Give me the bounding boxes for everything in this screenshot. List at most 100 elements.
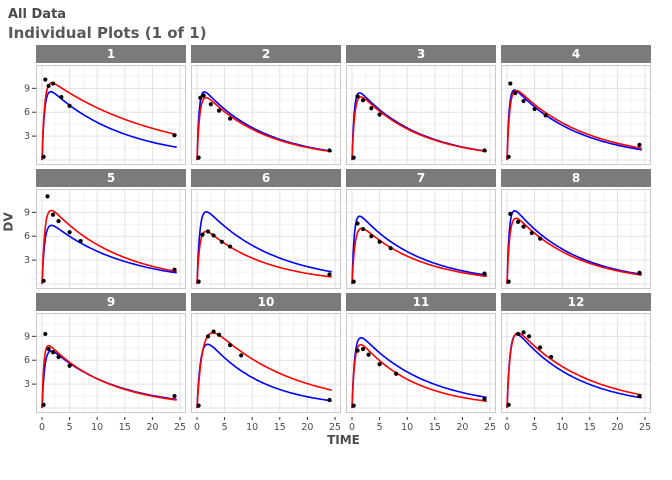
pred-line	[351, 215, 487, 285]
observation-point	[377, 362, 382, 367]
observation-point	[369, 106, 374, 111]
panel-border	[346, 189, 496, 289]
x-axis-ticks-row: 0 5 10 15 20 25 0 5 10 15 20 25 0 5 10 15 20 25 0 5 10 15 20 25	[36, 417, 672, 432]
x-axis-tick-label: 20	[611, 422, 623, 432]
observation-point	[482, 271, 487, 276]
facet-strip-label: 1	[36, 45, 186, 63]
facet-plot	[191, 189, 341, 289]
x-axis-tick-label: 5	[532, 422, 538, 432]
panel-border	[191, 189, 341, 289]
panel-border	[191, 313, 341, 413]
facet-strip-label: 9	[36, 293, 186, 311]
x-axis-tick-label: 25	[174, 422, 186, 432]
facet-panel: 5	[36, 169, 186, 289]
panel-border	[501, 313, 651, 413]
observation-point	[78, 238, 83, 244]
observation-point	[200, 232, 205, 237]
observation-point	[67, 230, 72, 235]
observation-point	[59, 94, 64, 100]
x-axis-tick-label: 15	[274, 422, 286, 432]
x-axis-tick-label: 10	[401, 422, 413, 432]
facet-strip-label: 3	[346, 45, 496, 63]
x-axis-tick-label: 5	[377, 422, 383, 432]
x-axis-ticks: 0 5 10 15 20 25	[194, 417, 341, 432]
observation-point	[50, 81, 56, 86]
x-axis-tick-label: 20	[456, 422, 468, 432]
plot-area: DV 9 6 3 1 2 3 4 9 6 3 5 6 7 8 9 6 3 9 10 11 12 0 5 10 15 20 25 0 5…	[0, 45, 672, 447]
observation-point	[637, 270, 642, 275]
observation-point	[351, 155, 356, 160]
panel-border	[36, 65, 186, 165]
observation-point	[172, 393, 177, 399]
x-axis-tick-label: 10	[556, 422, 568, 432]
facet-plot	[346, 313, 496, 413]
observation-point	[360, 98, 366, 103]
observation-point	[172, 133, 177, 138]
x-axis-ticks: 0 5 10 15 20 25	[349, 417, 496, 432]
x-axis-tick-label: 25	[484, 422, 496, 432]
observation-point	[508, 211, 513, 217]
observation-point	[196, 279, 201, 284]
observation-point	[532, 106, 537, 112]
observation-point	[208, 102, 213, 107]
x-axis-tick-label: 0	[504, 422, 510, 432]
observation-point	[369, 234, 374, 239]
y-axis-tick-label: 9	[24, 83, 30, 94]
observation-point	[41, 154, 46, 159]
ipred-line	[351, 343, 487, 409]
observation-point	[43, 331, 48, 337]
facet-plot	[501, 65, 651, 165]
facet-plot	[36, 189, 186, 289]
observation-point	[549, 354, 554, 360]
facet-grid: DV 9 6 3 1 2 3 4 9 6 3 5 6 7 8 9 6 3 9 10 11 12	[2, 45, 672, 413]
pred-line	[351, 336, 487, 409]
y-axis-tick-label: 9	[24, 331, 30, 342]
facet-plot	[36, 65, 186, 165]
observation-point	[228, 244, 233, 249]
observation-point	[377, 112, 382, 117]
pred-line	[41, 224, 177, 285]
observation-point	[327, 148, 332, 153]
observation-point	[538, 345, 543, 350]
facet-strip-label: 4	[501, 45, 651, 63]
facet-panel: 1	[36, 45, 186, 165]
panel-border	[36, 313, 186, 413]
observation-point	[239, 353, 244, 358]
panel-border	[501, 189, 651, 289]
ipred-line	[506, 217, 642, 285]
observation-point	[50, 350, 56, 355]
observation-point	[360, 346, 366, 352]
y-axis-tick-label: 9	[24, 207, 30, 218]
ipred-line	[196, 331, 332, 409]
observation-point	[637, 393, 642, 399]
x-axis-tick-label: 15	[119, 422, 131, 432]
facet-panel: 11	[346, 293, 496, 413]
observation-point	[543, 113, 548, 118]
x-axis-tick-label: 0	[194, 422, 200, 432]
observation-point	[205, 229, 211, 234]
observation-point	[228, 342, 233, 348]
observation-point	[41, 402, 46, 407]
x-axis-title: TIME	[327, 433, 360, 447]
observation-point	[482, 148, 487, 153]
ipred-line	[196, 96, 332, 161]
facet-plot	[191, 65, 341, 165]
observation-point	[67, 103, 72, 108]
observation-point	[201, 93, 206, 98]
observation-point	[46, 346, 51, 352]
ipred-line	[41, 344, 177, 409]
observation-point	[211, 329, 216, 334]
observation-point	[366, 352, 371, 357]
x-axis-tick-label: 0	[39, 422, 45, 432]
observation-point	[637, 142, 642, 147]
observation-point	[394, 371, 399, 376]
facet-strip-label: 12	[501, 293, 651, 311]
pred-line	[41, 90, 177, 161]
observation-point	[360, 226, 366, 232]
observation-point	[526, 334, 532, 339]
x-axis-tick-label: 20	[301, 422, 313, 432]
observation-point	[506, 279, 511, 284]
x-axis-tick-label: 10	[91, 422, 103, 432]
